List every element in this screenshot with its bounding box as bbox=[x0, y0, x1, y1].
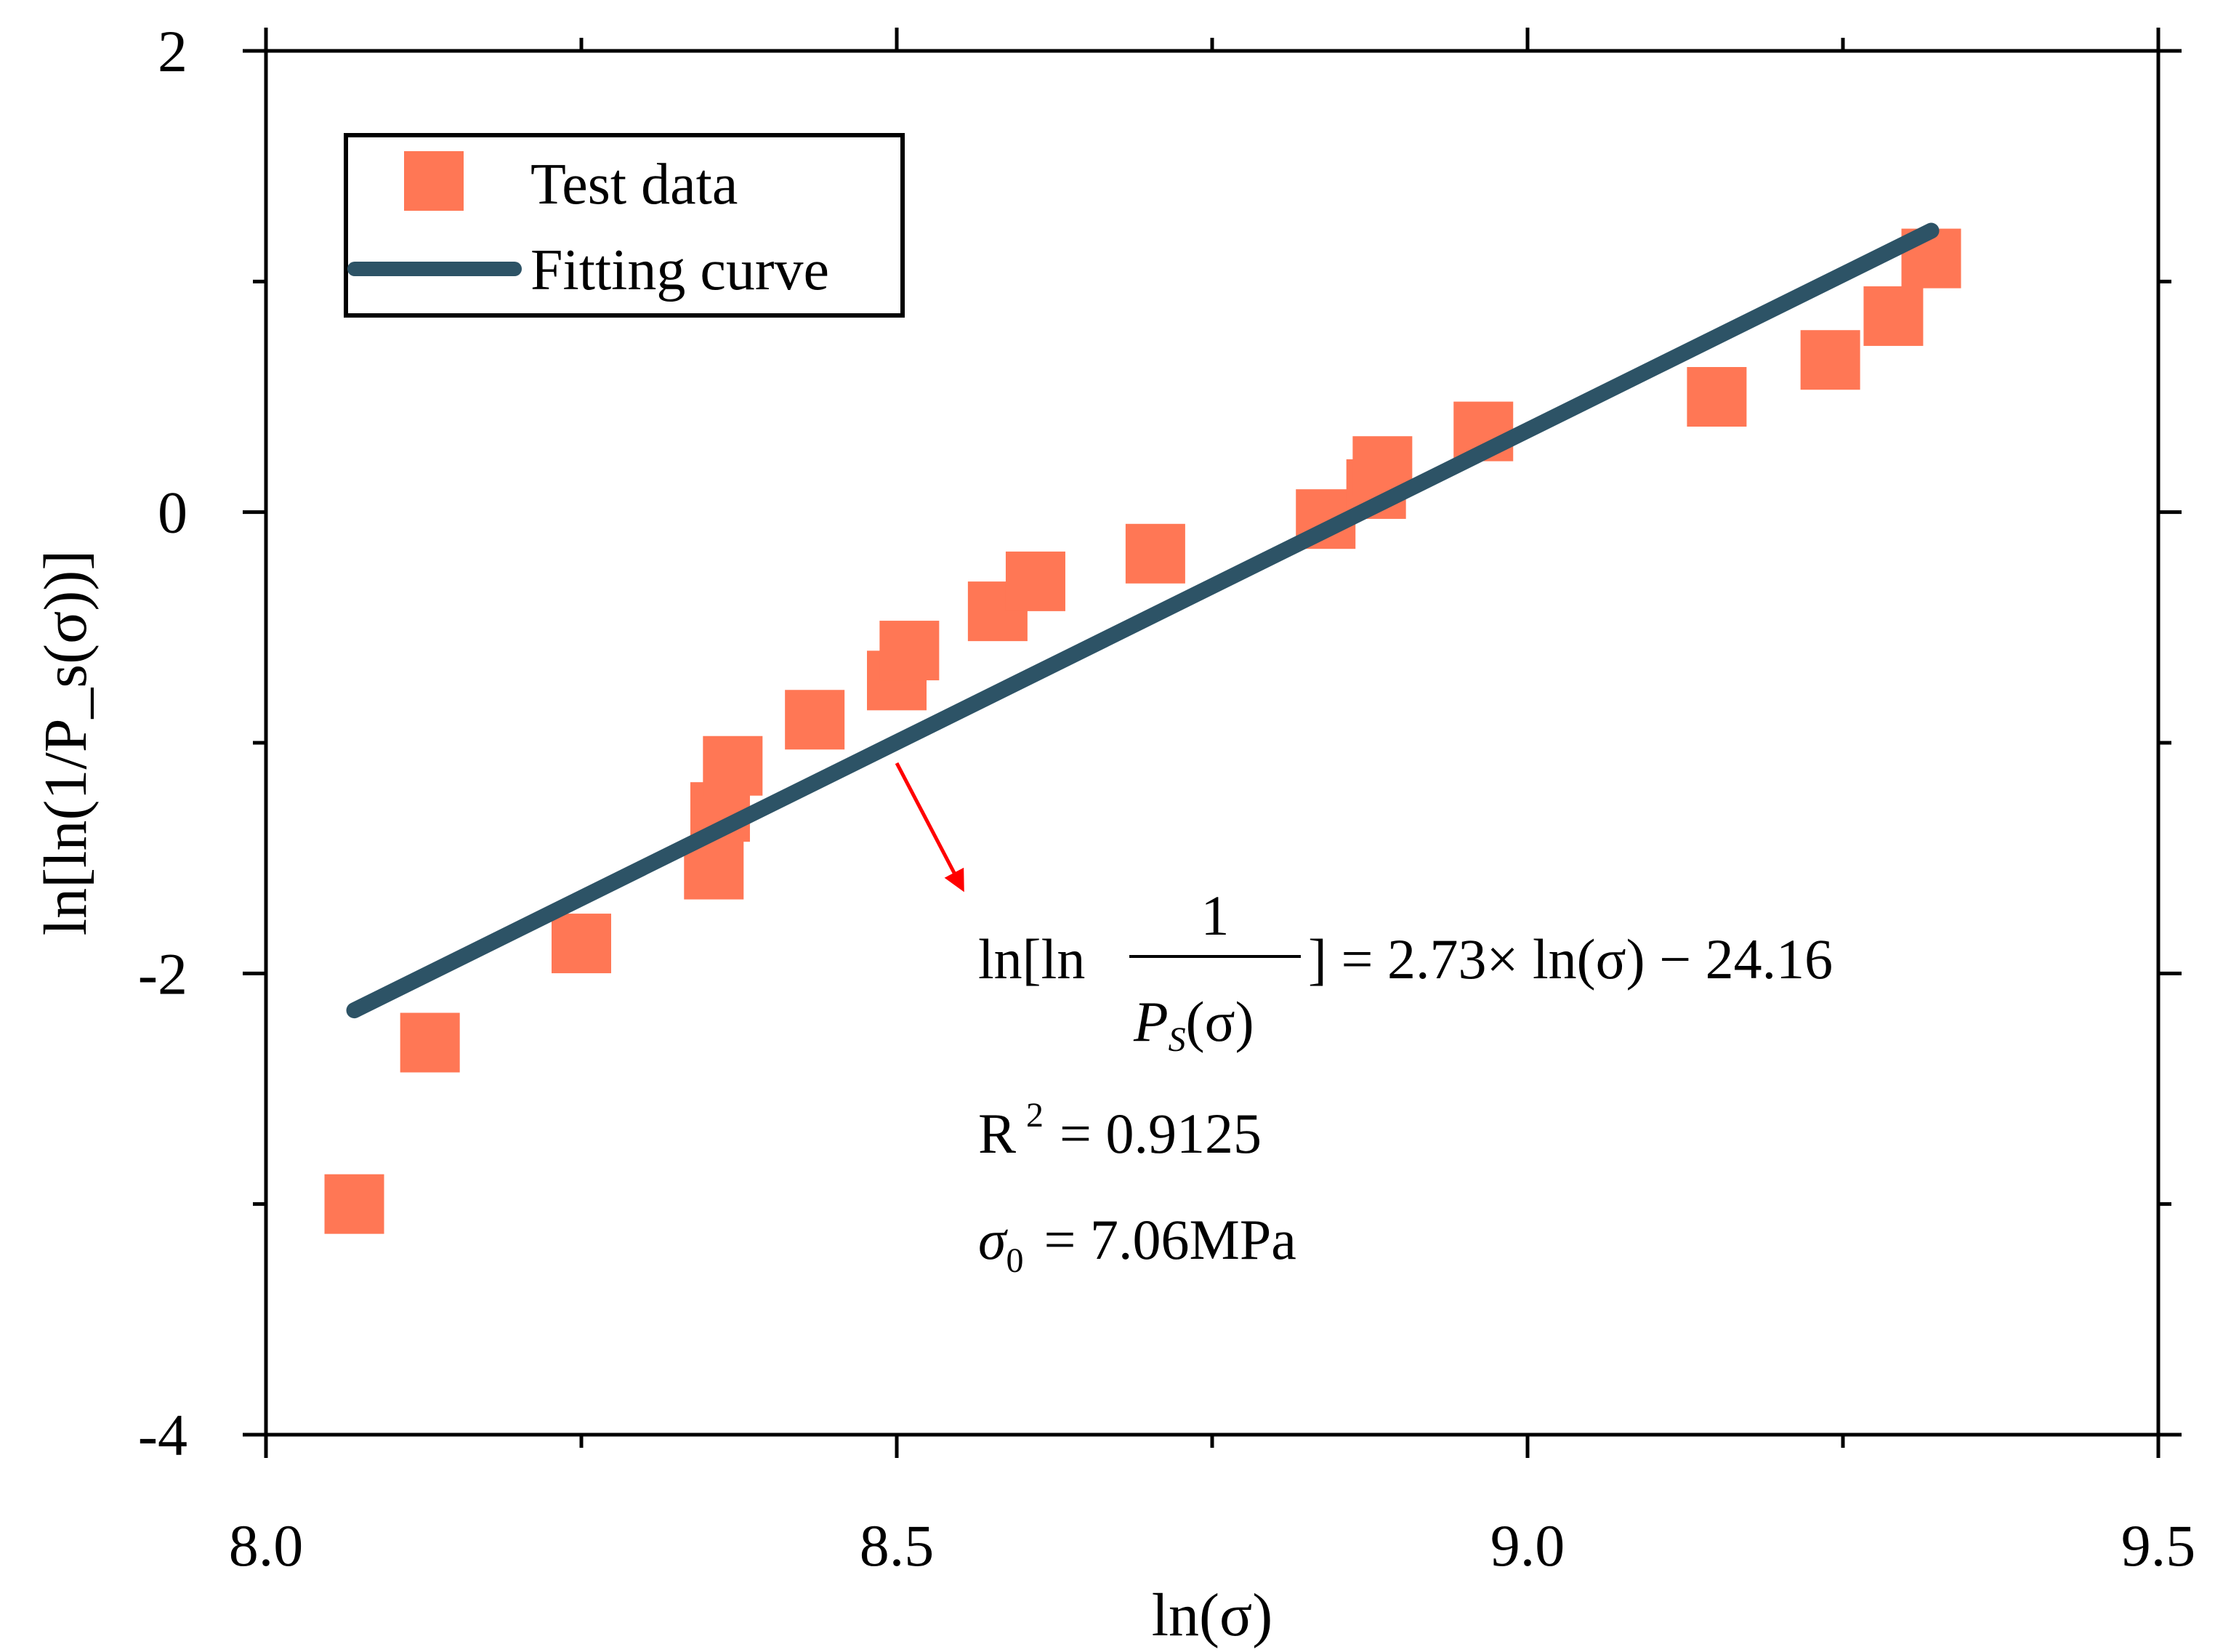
x-tick-label: 8.0 bbox=[229, 1512, 304, 1579]
data-point bbox=[879, 621, 940, 681]
sigma-value: = 7.06MPa bbox=[1044, 1208, 1296, 1271]
annotation-arrow bbox=[895, 762, 964, 893]
denominator-sub: S bbox=[1169, 1020, 1186, 1059]
denominator-p: P bbox=[1133, 990, 1169, 1053]
legend-fitting-curve-label: Fitting curve bbox=[530, 238, 829, 302]
sigma0-annotation: σ0 = 7.06MPa bbox=[978, 1208, 1296, 1280]
sigma0-text: σ0 = 7.06MPa bbox=[978, 1208, 1296, 1280]
equation-rhs: ] = 2.73× ln(σ) − 24.16 bbox=[1308, 927, 1833, 991]
x-axis-title: ln(σ) bbox=[1152, 1582, 1273, 1649]
r-squared-text: R 2 = 0.9125 bbox=[978, 1096, 1262, 1165]
y-axis-title: ln[ln(1/P_s(σ))] bbox=[32, 550, 100, 936]
fitting-curve-group bbox=[346, 222, 1940, 1019]
legend-test-data-label: Test data bbox=[530, 153, 738, 217]
denominator-rest: (σ) bbox=[1186, 990, 1254, 1053]
test-data-points bbox=[324, 228, 1961, 1234]
data-point bbox=[1687, 367, 1747, 427]
data-point bbox=[1005, 551, 1065, 611]
fitting-curve-line bbox=[346, 222, 1940, 1019]
y-tick-labels: -4 -2 0 2 bbox=[138, 18, 187, 1468]
sigma-symbol: σ bbox=[978, 1208, 1008, 1271]
data-point bbox=[1863, 286, 1924, 346]
r-squared-annotation: R 2 = 0.9125 bbox=[978, 1096, 1262, 1165]
data-point bbox=[400, 1012, 460, 1073]
axis-ticks bbox=[243, 28, 2182, 1458]
x-tick-label: 8.5 bbox=[860, 1512, 935, 1579]
legend: Test data Fitting curve bbox=[344, 133, 905, 318]
x-tick-label: 9.0 bbox=[1490, 1512, 1565, 1579]
data-point bbox=[785, 690, 845, 750]
data-point bbox=[552, 914, 611, 974]
data-point bbox=[324, 1174, 384, 1234]
equation-denominator: PS(σ) bbox=[1133, 990, 1254, 1059]
y-tick-label: -4 bbox=[138, 1402, 187, 1468]
legend-test-data-marker bbox=[404, 151, 464, 211]
r-squared-value: = 0.9125 bbox=[1060, 1102, 1262, 1165]
x-tick-labels: 8.0 8.5 9.0 9.5 bbox=[229, 1512, 2196, 1579]
data-point bbox=[1125, 523, 1185, 584]
r-squared-sup: 2 bbox=[1026, 1096, 1044, 1135]
y-tick-label: 2 bbox=[158, 18, 187, 84]
sigma-sub: 0 bbox=[1006, 1241, 1023, 1280]
x-tick-label: 9.5 bbox=[2121, 1512, 2196, 1579]
data-point bbox=[1800, 330, 1860, 390]
equation-annotation: ln[ln 1 PS(σ) ] = 2.73× ln(σ) − 24.16 bbox=[978, 884, 1833, 1059]
equation-prefix: ln[ln bbox=[978, 927, 1085, 991]
data-point bbox=[703, 736, 763, 796]
y-tick-label: 0 bbox=[158, 480, 187, 546]
equation-numerator: 1 bbox=[1201, 884, 1230, 947]
y-tick-label: -2 bbox=[138, 940, 187, 1007]
r-squared-label: R bbox=[978, 1102, 1016, 1165]
